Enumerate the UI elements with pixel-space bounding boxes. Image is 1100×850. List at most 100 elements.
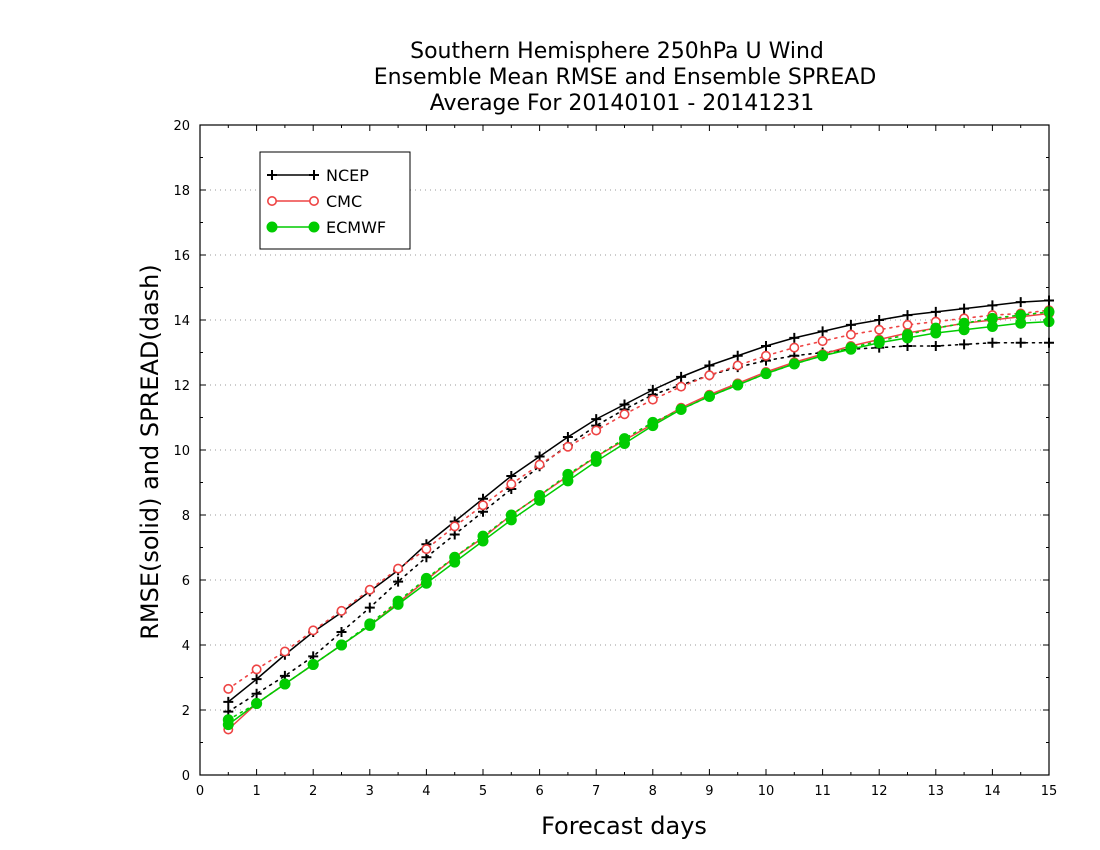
cmc-spread-point	[251, 664, 262, 675]
legend-label-ncep: NCEP	[326, 166, 369, 185]
x-tick-label-10: 10	[758, 784, 775, 799]
ecmwf-rmse-point	[392, 598, 404, 610]
ecmwf-rmse-point	[958, 324, 970, 336]
cmc-spread-point	[676, 381, 687, 392]
x-tick-label-4: 4	[422, 784, 430, 799]
legend-marker-cmc	[308, 196, 319, 207]
series-cmc	[223, 305, 1055, 735]
series-ecmwf	[222, 306, 1055, 731]
ecmwf-rmse-line	[227, 320, 1050, 726]
legend-marker-ecmwf	[266, 221, 278, 233]
ncep-rmse-point	[591, 414, 602, 425]
grid	[200, 189, 1049, 711]
x-tick-label-8: 8	[649, 784, 657, 799]
legend: NCEP CMC ECMWF	[259, 151, 411, 250]
y-tick-label-2: 2	[182, 704, 190, 719]
ncep-rmse-point	[817, 326, 828, 337]
cmc-spread-point	[336, 605, 347, 616]
y-tick-label-0: 0	[182, 769, 190, 784]
chart-title-line-1: Southern Hemisphere 250hPa U Wind	[410, 39, 824, 64]
ecmwf-rmse-point	[619, 438, 630, 449]
x-tick-label-12: 12	[871, 784, 888, 799]
x-tick-label-15: 15	[1041, 784, 1058, 799]
x-tick-label-14: 14	[984, 784, 1001, 799]
x-tick-label-0: 0	[196, 784, 204, 799]
ncep-rmse-point	[223, 696, 234, 707]
cmc-spread-point	[421, 544, 432, 555]
ncep-rmse-point	[930, 306, 941, 317]
legend-item-cmc: CMC	[266, 192, 362, 211]
cmc-spread-point	[902, 319, 913, 330]
ncep-spread-point	[364, 602, 375, 613]
ecmwf-rmse-point	[675, 403, 687, 415]
x-axis-label: Forecast days	[541, 812, 707, 840]
legend-label-cmc: CMC	[326, 192, 362, 211]
cmc-rmse-line	[227, 312, 1050, 731]
y-tick-label-6: 6	[182, 574, 190, 589]
ncep-rmse-point	[251, 674, 262, 685]
cmc-spread-point	[732, 360, 743, 371]
ncep-rmse-point	[647, 384, 658, 395]
legend-box	[259, 151, 411, 250]
ecmwf-rmse-point	[505, 514, 517, 526]
legend-marker-cmc	[266, 196, 277, 207]
ncep-spread-point	[336, 627, 347, 637]
cmc-spread-point	[874, 324, 885, 335]
ncep-rmse-line	[227, 299, 1050, 703]
ecmwf-rmse-point	[222, 719, 234, 731]
x-tick-label-5: 5	[479, 784, 487, 799]
cmc-spread-point	[364, 584, 375, 595]
ncep-rmse-point	[987, 300, 998, 311]
legend-marker-ncep	[309, 170, 319, 180]
ecmwf-spread-line	[227, 311, 1050, 721]
y-tick-label-16: 16	[173, 249, 190, 264]
cmc-spread-point	[760, 350, 771, 361]
cmc-spread-point	[619, 409, 630, 420]
ecmwf-rmse-point	[420, 577, 432, 589]
x-tick-label-3: 3	[366, 784, 374, 799]
legend-item-ncep: NCEP	[267, 166, 369, 185]
series-ncep	[223, 295, 1054, 717]
ecmwf-rmse-point	[845, 343, 857, 355]
cmc-spread-line	[227, 309, 1050, 690]
ncep-rmse-point	[676, 371, 687, 382]
ecmwf-rmse-point	[732, 379, 744, 391]
cmc-spread-point	[845, 329, 856, 340]
legend-marker-ecmwf	[308, 221, 320, 233]
ncep-spread-point	[987, 337, 998, 348]
ecmwf-rmse-point	[647, 420, 659, 432]
ecmwf-rmse-point	[562, 475, 574, 487]
y-tick-label-18: 18	[173, 184, 190, 199]
ncep-rmse-point	[874, 315, 885, 325]
y-tick-label-20: 20	[173, 119, 190, 134]
ecmwf-rmse-point	[703, 390, 715, 402]
ncep-spread-point	[1015, 337, 1026, 348]
x-tick-label-11: 11	[814, 784, 831, 799]
ecmwf-rmse-point	[873, 337, 885, 349]
ncep-spread-line	[227, 341, 1050, 713]
x-tick-label-9: 9	[705, 784, 713, 799]
x-tick-label-1: 1	[252, 784, 260, 799]
cmc-spread-point	[393, 563, 404, 574]
ecmwf-rmse-point	[307, 659, 319, 670]
cmc-spread-point	[704, 370, 715, 381]
ncep-spread-point	[959, 339, 970, 350]
x-tick-label-6: 6	[535, 784, 543, 799]
ncep-spread-point	[393, 576, 404, 587]
ecmwf-rmse-point	[534, 494, 546, 506]
cmc-spread-point	[591, 425, 602, 436]
ecmwf-rmse-point	[788, 358, 800, 370]
ncep-spread-point	[930, 341, 941, 351]
ecmwf-rmse-point	[590, 455, 602, 467]
ecmwf-rmse-point	[336, 639, 347, 651]
cmc-spread-point	[647, 394, 658, 405]
y-tick-label-14: 14	[173, 314, 190, 329]
ncep-spread-point	[251, 688, 262, 699]
cmc-spread-point	[449, 521, 460, 532]
x-tick-label-13: 13	[928, 784, 945, 799]
cmc-spread-point	[534, 459, 545, 470]
cmc-spread-point	[279, 646, 290, 657]
ncep-rmse-point	[1015, 297, 1026, 308]
ecmwf-rmse-point	[279, 678, 291, 690]
